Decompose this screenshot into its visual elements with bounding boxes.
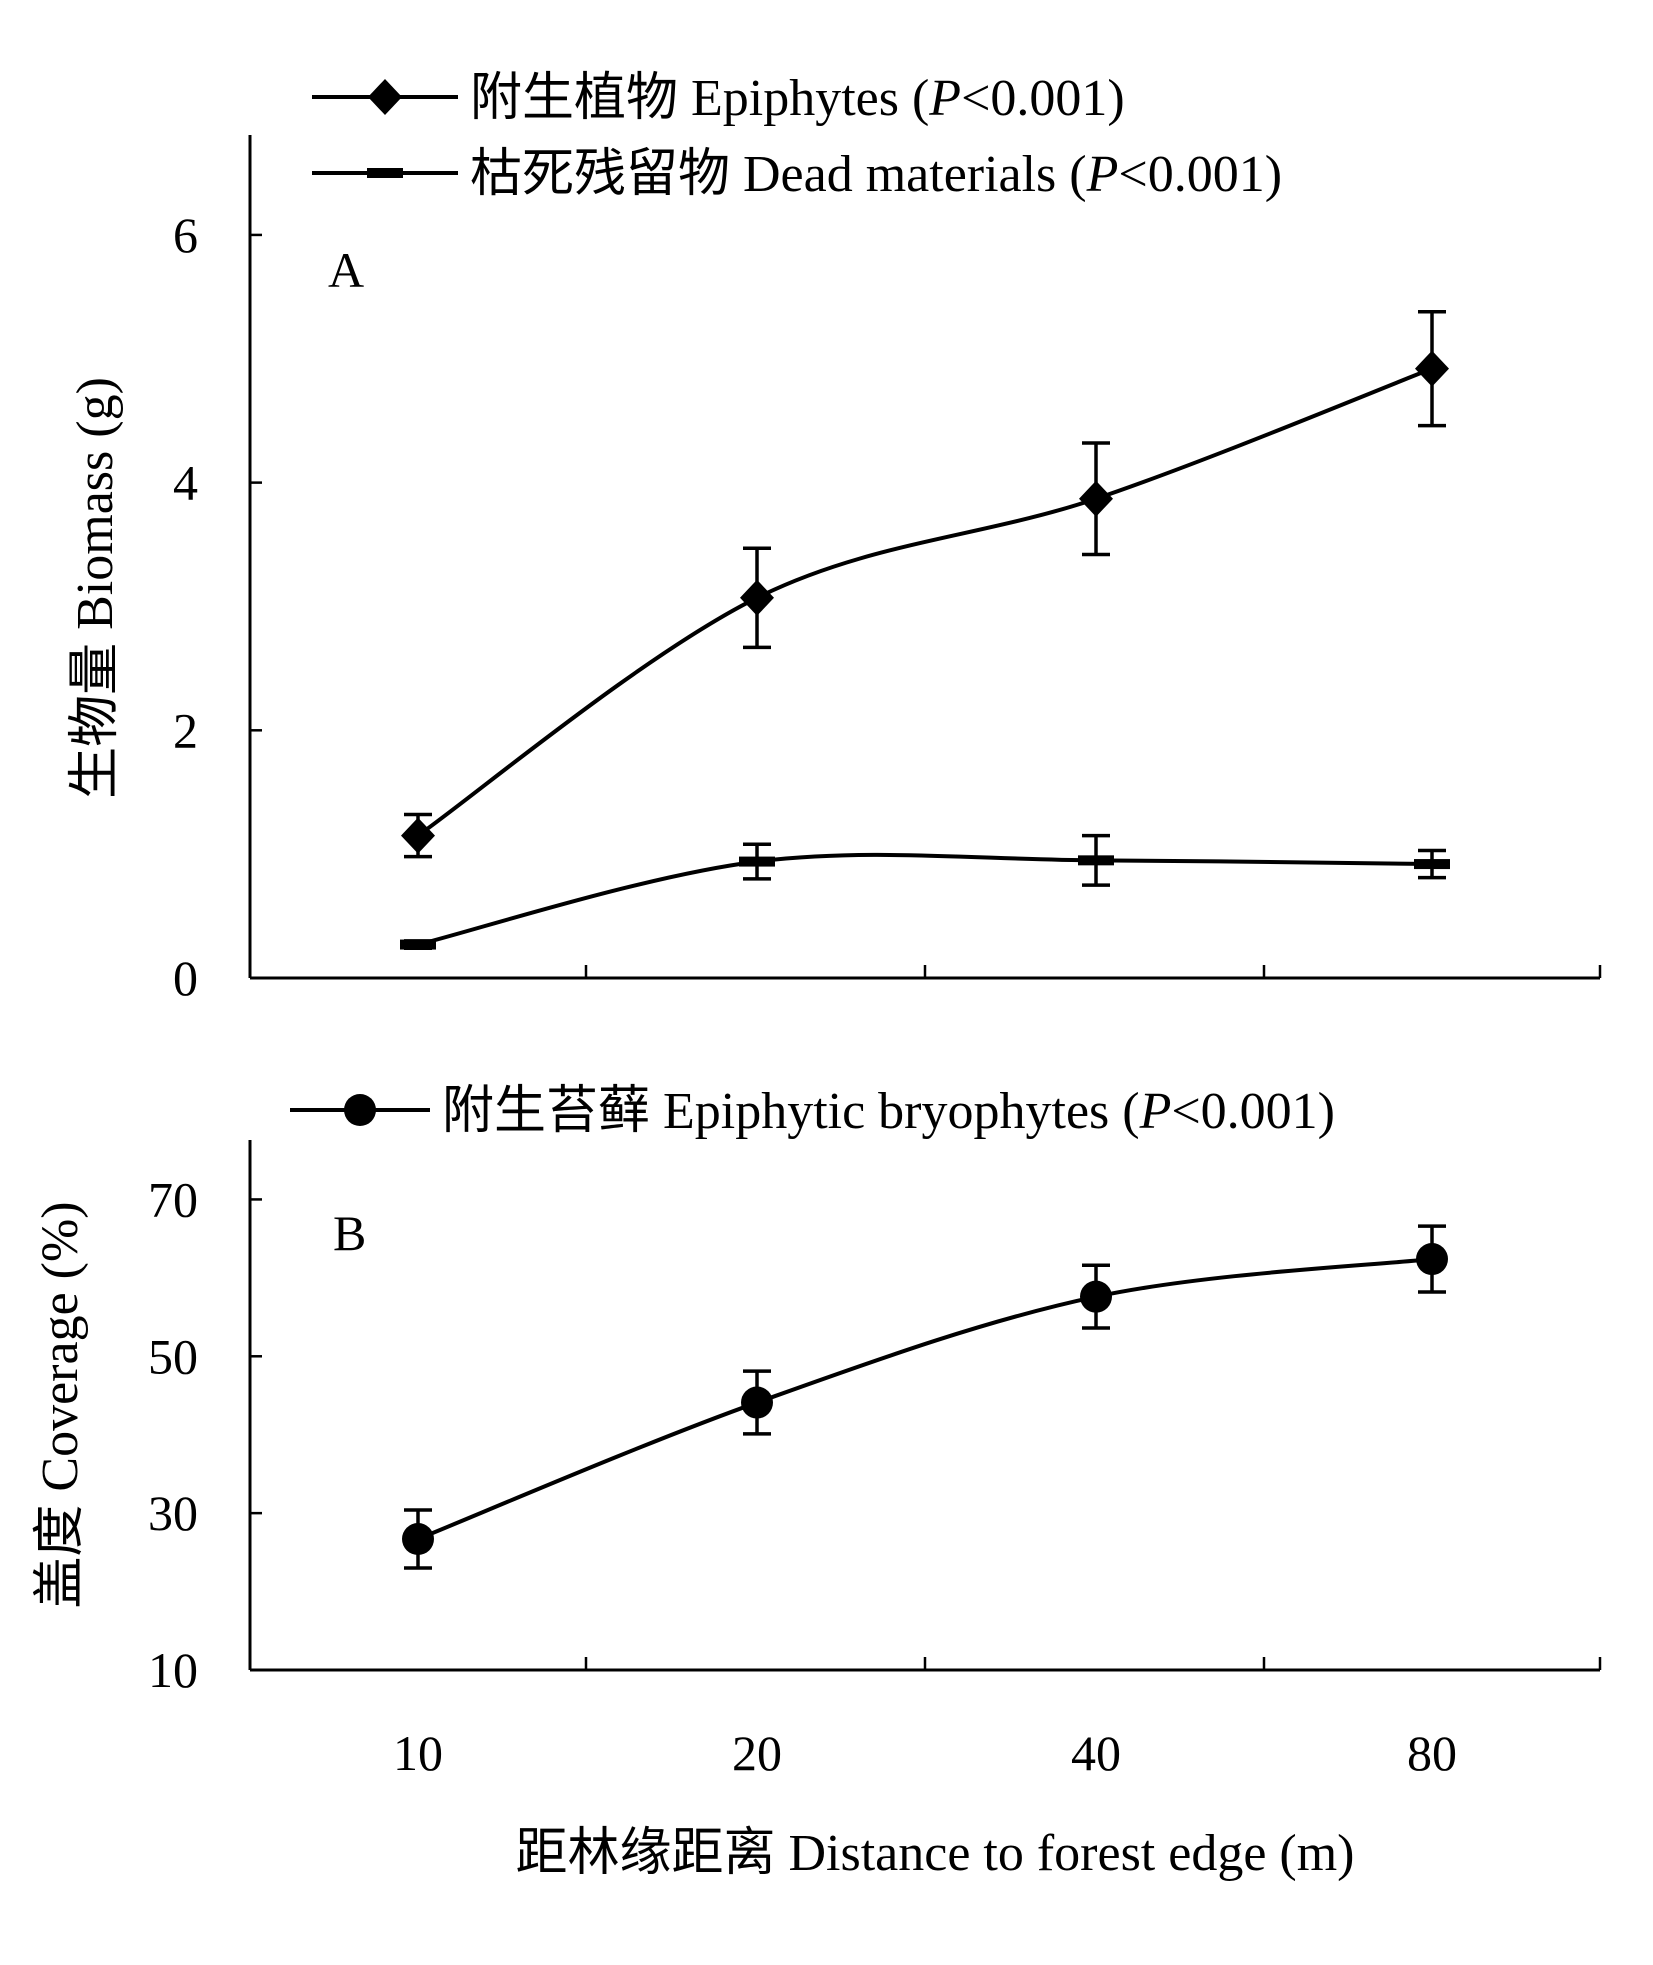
legend-label: 附生植物 Epiphytes (P<0.001) — [470, 70, 1125, 127]
x-tick-label: 20 — [732, 1725, 782, 1781]
panel-a: 0 2 4 6 A 生物量 Biomass (g) 附生植物 Epiphytes (P… — [67, 70, 1602, 1006]
x-tick-label: 10 — [393, 1725, 443, 1781]
legend-marker — [344, 1094, 376, 1126]
y-tick-label: 50 — [148, 1328, 198, 1384]
data-point — [1414, 859, 1450, 870]
y-tick-label: 30 — [148, 1485, 198, 1541]
data-point — [1416, 1243, 1448, 1276]
legend-marker — [368, 79, 402, 115]
data-point — [1078, 855, 1114, 866]
legend-label: 附生苔藓 Epiphytic bryophytes (P<0.001) — [442, 1083, 1335, 1140]
data-point — [401, 817, 435, 854]
data-point — [1079, 480, 1113, 517]
series-line — [417, 852, 1433, 947]
y-tick-label: 6 — [173, 207, 198, 263]
data-point — [740, 579, 774, 616]
y-tick-label: 0 — [173, 950, 198, 1006]
y-tick-label: 10 — [148, 1642, 198, 1698]
data-point — [739, 856, 775, 867]
y-tick-label: 2 — [173, 702, 198, 758]
data-point — [1415, 350, 1449, 387]
legend-label: 枯死残留物 Dead materials (P<0.001) — [470, 146, 1282, 203]
series-line — [417, 1257, 1433, 1541]
data-point — [400, 939, 436, 950]
y-tick-label: 70 — [148, 1171, 198, 1227]
y-tick-label: 4 — [173, 455, 198, 511]
panel-a-ylabel: 生物量 Biomass (g) — [67, 377, 124, 799]
panel-a-label: A — [328, 242, 364, 298]
panel-b: 10 30 50 70 B 盖度 Coverage (%) 附生苔藓 Epiphyti… — [32, 1083, 1602, 1882]
series-line — [416, 366, 1433, 838]
data-point — [402, 1523, 434, 1556]
legend-marker — [367, 168, 403, 178]
panel-b-ylabel: 盖度 Coverage (%) — [32, 1201, 89, 1608]
x-axis-title: 距林缘距离 Distance to forest edge (m) — [515, 1825, 1354, 1882]
data-point — [1080, 1280, 1112, 1313]
panel-b-label: B — [333, 1205, 366, 1261]
x-tick-label: 40 — [1071, 1725, 1121, 1781]
data-point — [741, 1386, 773, 1419]
x-tick-label: 80 — [1407, 1725, 1457, 1781]
